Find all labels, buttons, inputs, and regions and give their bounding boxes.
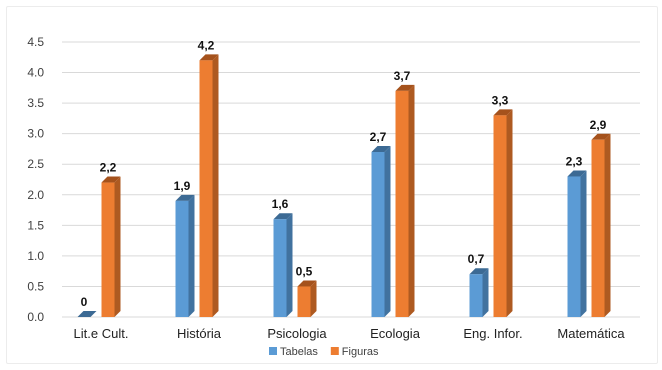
data-label: 2,3 bbox=[566, 154, 583, 168]
bar-top bbox=[297, 280, 317, 287]
bar bbox=[567, 176, 581, 317]
y-tick-label: 0.5 bbox=[27, 279, 44, 293]
bar-side bbox=[114, 176, 121, 317]
y-tick-label: 4.0 bbox=[27, 66, 44, 80]
bar-top bbox=[199, 54, 219, 61]
x-category-label: Lit.e Cult. bbox=[74, 326, 129, 341]
bar bbox=[469, 274, 483, 317]
x-category-label: Eng. Infor. bbox=[463, 326, 522, 341]
bar-side bbox=[604, 133, 611, 317]
x-category-label: Psicologia bbox=[267, 326, 327, 341]
bar-top bbox=[493, 109, 513, 116]
y-tick-label: 2.0 bbox=[27, 188, 44, 202]
y-tick-label: 3.0 bbox=[27, 127, 44, 141]
x-category-label: Matemática bbox=[557, 326, 625, 341]
x-axis-categories: Lit.e Cult. História Psicologia Ecologia Eng… bbox=[74, 326, 626, 341]
bar-top bbox=[101, 176, 121, 183]
y-axis-ticks: 0.0 0.5 1.0 1.5 2.0 2.5 3.0 3.5 4.0 4.5 bbox=[27, 35, 44, 324]
bar-side bbox=[384, 146, 391, 317]
data-label: 2,2 bbox=[100, 161, 117, 175]
y-tick-label: 3.5 bbox=[27, 96, 44, 110]
bar-top bbox=[273, 213, 293, 220]
bar bbox=[395, 90, 409, 317]
y-tick-label: 4.5 bbox=[27, 35, 44, 49]
bar bbox=[297, 286, 311, 317]
x-category-label: História bbox=[177, 326, 222, 341]
data-label: 0 bbox=[81, 295, 88, 309]
bar bbox=[591, 139, 605, 317]
bar bbox=[273, 219, 287, 317]
data-label: 3,3 bbox=[492, 93, 509, 107]
y-tick-label: 0.0 bbox=[27, 310, 44, 324]
legend-label: Figuras bbox=[342, 346, 379, 358]
data-labels: 0 2,2 1,9 4,2 1,6 0,5 2,7 3,7 0,7 3,3 2,3 2,9 bbox=[81, 38, 607, 309]
bar-top bbox=[371, 146, 391, 152]
data-label: 0,5 bbox=[296, 264, 313, 278]
gridlines bbox=[62, 41, 640, 318]
data-label: 1,9 bbox=[174, 179, 191, 193]
bar-side bbox=[212, 54, 219, 317]
data-label: 2,7 bbox=[370, 130, 387, 144]
legend-swatch bbox=[269, 347, 277, 355]
bar bbox=[101, 182, 115, 317]
data-label: 3,7 bbox=[394, 69, 411, 83]
chart-frame bbox=[6, 6, 658, 364]
bar bbox=[371, 152, 385, 317]
bar bbox=[199, 60, 213, 317]
bar-side bbox=[506, 109, 513, 317]
x-category-label: Ecologia bbox=[370, 326, 421, 341]
legend-label: Tabelas bbox=[280, 346, 318, 358]
y-tick-label: 1.5 bbox=[27, 218, 44, 232]
bar bbox=[493, 115, 507, 317]
bar-side bbox=[188, 194, 195, 317]
bar-top bbox=[567, 170, 587, 177]
bar bbox=[175, 200, 189, 317]
bar-side bbox=[408, 84, 415, 317]
bar-top bbox=[77, 311, 97, 317]
bar-top bbox=[469, 268, 489, 275]
bar-side bbox=[482, 268, 489, 317]
y-tick-label: 2.5 bbox=[27, 157, 44, 171]
legend: Tabelas Figuras bbox=[269, 346, 379, 358]
bar-side bbox=[580, 170, 587, 317]
legend-swatch bbox=[330, 347, 339, 355]
bar-side bbox=[310, 280, 317, 317]
bars bbox=[77, 54, 611, 317]
bar-top bbox=[591, 133, 611, 140]
data-label: 0,7 bbox=[468, 252, 485, 266]
bar-top bbox=[395, 84, 415, 91]
data-label: 2,9 bbox=[590, 118, 607, 132]
bar-side bbox=[286, 213, 293, 317]
y-tick-label: 1.0 bbox=[27, 249, 44, 263]
bar-top bbox=[175, 194, 195, 201]
data-label: 1,6 bbox=[272, 197, 289, 211]
data-label: 4,2 bbox=[198, 38, 215, 52]
